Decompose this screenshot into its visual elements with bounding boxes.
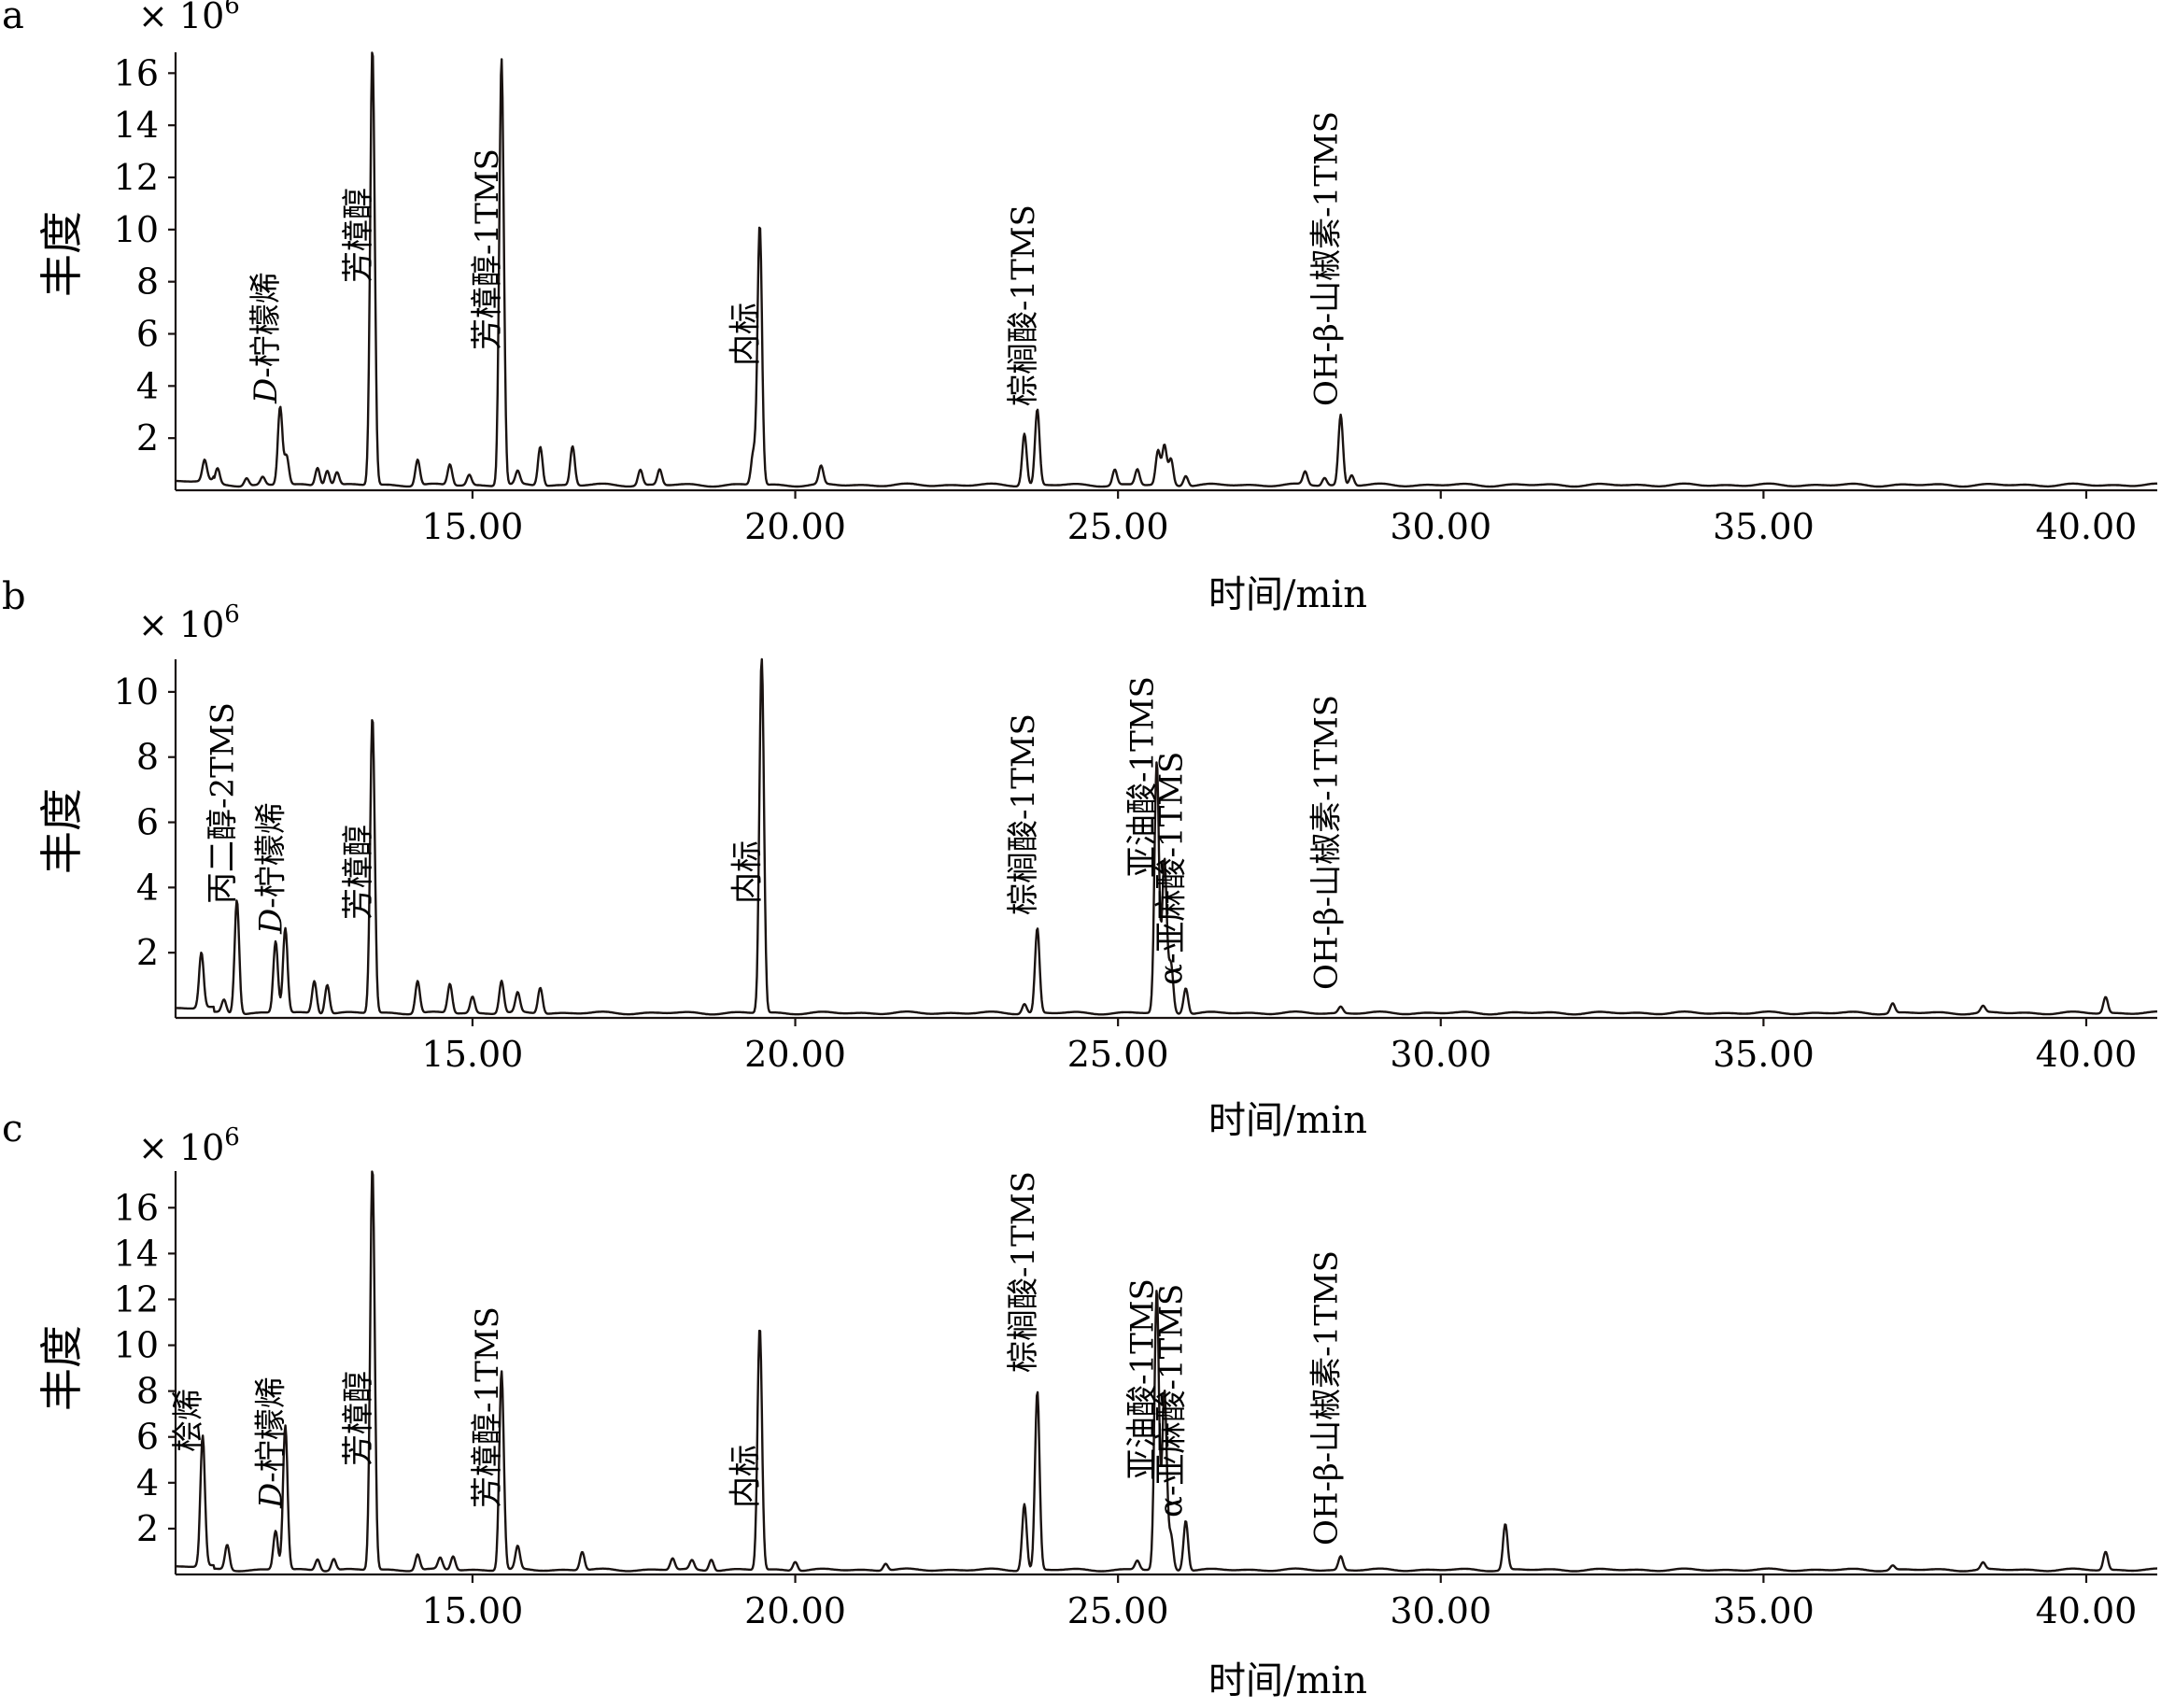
- peak-annotation: 内标: [727, 303, 765, 366]
- y-tick-label: 16: [114, 52, 159, 93]
- y-tick-label: 2: [136, 417, 159, 459]
- x-tick-label: 40.00: [2036, 506, 2138, 547]
- x-tick-label: 25.00: [1067, 1590, 1169, 1631]
- y-tick-label: 4: [136, 1462, 159, 1503]
- y-tick-label: 6: [136, 314, 159, 355]
- y-tick-label: 10: [114, 671, 159, 713]
- chart-panel-b: b × 106 丰度 2 4 6 8 10 15.00 20.00 25.00 30.00 35.00 4…: [2, 575, 2158, 1142]
- chromatogram-trace: [175, 51, 2158, 488]
- peak-annotation: 芳樟醇: [340, 188, 377, 283]
- x-tick-label: 20.00: [744, 1590, 846, 1631]
- peak-annotation: D-柠檬烯: [247, 272, 285, 404]
- y-tick-label: 8: [136, 261, 159, 303]
- y-tick-label: 14: [114, 105, 159, 146]
- peak-annotation: OH-β-山椒素-1TMS: [1308, 1250, 1346, 1546]
- x-tick-label: 35.00: [1713, 1034, 1815, 1075]
- peak-annotation: OH-β-山椒素-1TMS: [1308, 695, 1346, 990]
- x-tick-label: 25.00: [1067, 1034, 1169, 1075]
- y-tick-label: 10: [114, 1325, 159, 1366]
- x-axis-label: 时间/min: [1208, 1099, 1367, 1142]
- x-tick-label: 15.00: [422, 1590, 524, 1631]
- x-tick-label: 30.00: [1390, 1034, 1491, 1075]
- peak-annotation: 芳樟醇: [340, 825, 377, 920]
- y-tick-label: 8: [136, 737, 159, 778]
- y-tick-label: 12: [114, 157, 159, 198]
- peak-annotation: 芳樟醇: [340, 1371, 377, 1466]
- y-tick-label: 4: [136, 867, 159, 908]
- chromatogram-trace: [175, 657, 2158, 1016]
- y-axis-label: 丰度: [36, 211, 87, 297]
- chart-panel-a: a × 106 丰度 2 4 6 8 10 12 14 16 15.00 20.00 25.00 30.00…: [2, 0, 2158, 616]
- panel-letter: b: [2, 575, 26, 618]
- peak-annotation: 丙二醇-2TMS: [205, 702, 242, 904]
- y-tick-label: 8: [136, 1371, 159, 1412]
- peak-annotation: α-亚麻酸-1TMS: [1153, 1284, 1191, 1517]
- x-tick-label: 35.00: [1713, 1590, 1815, 1631]
- x-tick-label: 30.00: [1390, 506, 1491, 547]
- peak-annotation: 芳樟醇-1TMS: [469, 148, 506, 350]
- peak-annotation: α-亚麻酸-1TMS: [1153, 752, 1191, 985]
- peak-annotation: 桧烯: [170, 1389, 207, 1452]
- y-tick-label: 4: [136, 365, 159, 406]
- x-axis-label: 时间/min: [1208, 1659, 1367, 1702]
- peak-annotation: 内标: [727, 1445, 765, 1508]
- x-axis-label: 时间/min: [1208, 573, 1367, 616]
- y-axis-label: 丰度: [36, 788, 87, 874]
- x-tick-label: 20.00: [744, 506, 846, 547]
- y-tick-label: 16: [114, 1187, 159, 1228]
- peak-annotation: 棕榈酸-1TMS: [1005, 205, 1042, 406]
- x-tick-label: 25.00: [1067, 506, 1169, 547]
- y-scale-label: × 106: [138, 0, 240, 36]
- chromatogram-trace: [175, 1170, 2158, 1573]
- peak-annotation: 亚油酸-1TMS: [1124, 1278, 1162, 1480]
- peak-annotation: D-柠檬烯: [253, 1376, 290, 1509]
- y-tick-label: 12: [114, 1278, 159, 1320]
- y-tick-label: 6: [136, 802, 159, 843]
- y-tick-label: 6: [136, 1417, 159, 1458]
- y-tick-label: 2: [136, 1508, 159, 1549]
- x-tick-label: 20.00: [744, 1034, 846, 1075]
- peak-annotation: 棕榈酸-1TMS: [1005, 1171, 1042, 1373]
- peak-annotation: OH-β-山椒素-1TMS: [1308, 111, 1346, 406]
- x-tick-label: 35.00: [1713, 506, 1815, 547]
- y-axis-label: 丰度: [36, 1325, 87, 1411]
- peak-annotation: 内标: [729, 840, 767, 904]
- y-scale-label: × 106: [138, 600, 240, 645]
- peak-annotation: D-柠檬烯: [253, 802, 290, 935]
- x-tick-label: 40.00: [2036, 1590, 2138, 1631]
- panel-letter: a: [2, 0, 24, 37]
- y-tick-label: 14: [114, 1233, 159, 1274]
- peak-annotation: 棕榈酸-1TMS: [1005, 713, 1042, 915]
- x-tick-label: 15.00: [422, 506, 524, 547]
- y-tick-label: 2: [136, 932, 159, 973]
- x-tick-label: 30.00: [1390, 1590, 1491, 1631]
- y-scale-label: × 106: [138, 1123, 240, 1168]
- peak-annotation: 亚油酸-1TMS: [1124, 676, 1162, 878]
- x-tick-label: 15.00: [422, 1034, 524, 1075]
- panel-letter: c: [2, 1108, 22, 1150]
- peak-annotation: 芳樟醇-1TMS: [469, 1306, 506, 1508]
- x-tick-label: 40.00: [2036, 1034, 2138, 1075]
- y-tick-label: 10: [114, 209, 159, 250]
